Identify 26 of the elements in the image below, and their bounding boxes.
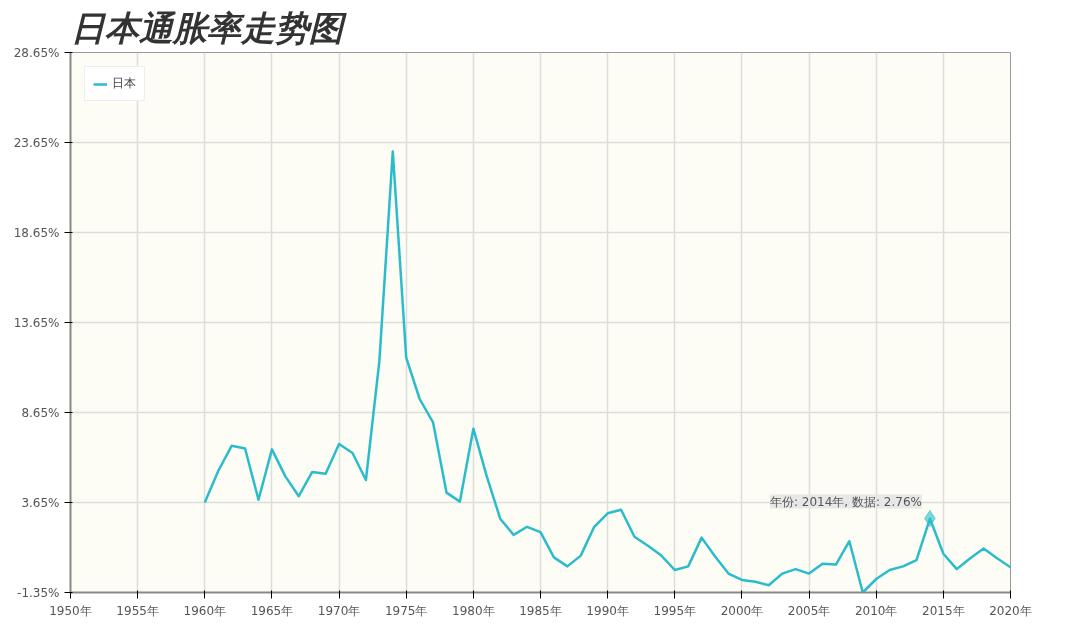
x-tick-label: 2015年 [922, 603, 965, 618]
y-tick-label: 18.65% [13, 225, 60, 240]
y-tick-label: 13.65% [13, 315, 60, 330]
line-series [203, 150, 1011, 593]
y-tick-label: 8.65% [21, 405, 60, 420]
x-tick-label: 1980年 [452, 603, 495, 618]
annotation: 年份: 2014年, 数据: 2.76% [769, 494, 922, 509]
x-tick-label: 2010年 [854, 603, 898, 618]
x-tick-label: 1960年 [183, 603, 227, 618]
x-tick-label: 1990年 [586, 603, 629, 618]
x-tick-label: 1985年 [519, 603, 562, 618]
y-tick-label: 28.65% [13, 45, 60, 60]
x-tick-label: 2005年 [787, 603, 831, 618]
x-tick-label: 2000年 [720, 603, 764, 618]
x-tick-label: 1970年 [317, 603, 361, 618]
x-tick-label: 1995年 [653, 603, 697, 618]
legend-label: 日本 [112, 75, 136, 92]
x-tick-label: 1950年 [49, 603, 92, 618]
y-tick-label: 3.65% [21, 495, 60, 510]
y-tick-label: -1.35% [17, 585, 60, 600]
chart-title: 日本通胀率走势图 [70, 7, 347, 48]
x-tick-label: 1965年 [250, 603, 294, 618]
x-tick-label: 2020年 [989, 603, 1032, 618]
x-tick-label: 1955年 [116, 603, 159, 618]
x-tick-label: 1975年 [384, 603, 428, 618]
y-tick-label: 23.65% [13, 135, 60, 150]
